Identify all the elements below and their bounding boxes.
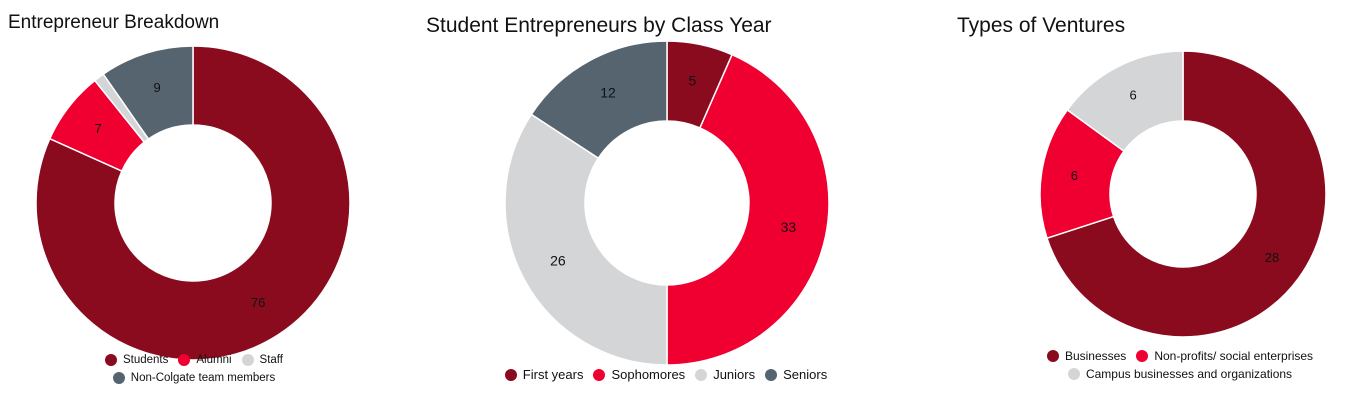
legend-label: Sophomores xyxy=(611,367,686,382)
legend-row: Businesses Non-profits/ social enterprise… xyxy=(1015,347,1345,365)
legend-item-first-years: First years xyxy=(504,366,584,384)
legend-item-businesses: Businesses xyxy=(1046,347,1127,365)
data-label-juniors: 26 xyxy=(550,253,566,269)
legend-item-staff: Staff xyxy=(241,351,283,369)
legend-marker xyxy=(104,354,117,366)
legend-marker xyxy=(1046,350,1059,362)
legend-label: Seniors xyxy=(783,367,828,382)
legend-marker xyxy=(112,372,125,384)
donut-slice-businesses xyxy=(1046,50,1327,338)
legend-label: First years xyxy=(522,367,584,382)
legend-marker xyxy=(695,369,708,381)
donut-slice-juniors xyxy=(504,113,668,366)
data-label-first-years: 5 xyxy=(689,72,697,88)
legend-item-juniors: Juniors xyxy=(695,366,755,384)
legend-label: Alumni xyxy=(196,354,232,366)
legend-item-non-colgate-team-members: Non-Colgate team members xyxy=(112,369,276,387)
legend-item-alumni: Alumni xyxy=(178,351,232,369)
data-label-businesses: 28 xyxy=(1265,250,1279,265)
data-label-non-profits-social-enterprises: 6 xyxy=(1071,168,1078,183)
data-label-campus-businesses-and-organizations: 6 xyxy=(1129,87,1136,102)
legend-row: Campus businesses and organizations xyxy=(1015,365,1345,383)
legend-label: Non-Colgate team members xyxy=(130,372,276,384)
legend-label: Businesses xyxy=(1064,349,1127,363)
legend-marker xyxy=(504,369,517,381)
legend-row: Students Alumni Staff xyxy=(60,351,328,369)
legend-marker xyxy=(765,369,778,381)
legend-marker xyxy=(1136,350,1149,362)
legend-item-campus-businesses-and-organizations: Campus businesses and organizations xyxy=(1067,365,1293,383)
legend-item-non-profits-social-enterprises: Non-profits/ social enterprises xyxy=(1136,347,1313,365)
legend-class-year: First years Sophomores Juniors Seniors xyxy=(466,366,866,384)
legend-label: Staff xyxy=(259,354,283,366)
legend-label: Campus businesses and organizations xyxy=(1085,367,1293,381)
donut-slice-campus-businesses-and-organizations xyxy=(1066,50,1184,153)
data-label-students: 76 xyxy=(251,295,265,310)
data-label-seniors: 12 xyxy=(600,85,616,101)
data-label-alumni: 7 xyxy=(94,121,101,136)
donut-slice-students xyxy=(35,45,351,361)
legend-marker xyxy=(241,354,254,366)
legend-item-sophomores: Sophomores xyxy=(593,366,685,384)
legend-label: Students xyxy=(122,354,169,366)
donut-slice-non-colgate-team-members xyxy=(102,45,194,141)
legend-entrepreneur-breakdown: Students Alumni Staff Non-Colgate team memb… xyxy=(60,351,328,387)
data-label-non-colgate-team-members: 9 xyxy=(153,80,160,95)
chart-title-class-year: Student Entrepreneurs by Class Year xyxy=(426,14,772,37)
legend-item-students: Students xyxy=(104,351,169,369)
legend-marker xyxy=(1067,368,1080,380)
legend-marker xyxy=(593,369,606,381)
legend-row: Non-Colgate team members xyxy=(60,369,328,387)
chart-title-entrepreneur-breakdown: Entrepreneur Breakdown xyxy=(8,12,220,33)
legend-row: First years Sophomores Juniors Seniors xyxy=(466,366,866,384)
legend-label: Juniors xyxy=(713,367,756,382)
legend-item-seniors: Seniors xyxy=(765,366,827,384)
donut-slice-seniors xyxy=(530,40,668,160)
legend-label: Non-profits/ social enterprises xyxy=(1154,349,1314,363)
legend-types-of-ventures: Businesses Non-profits/ social enterprise… xyxy=(1015,347,1345,383)
legend-marker xyxy=(178,354,191,366)
chart-title-types-of-ventures: Types of Ventures xyxy=(957,14,1126,37)
data-label-sophomores: 33 xyxy=(781,219,797,235)
donut-slice-sophomores xyxy=(666,53,830,366)
